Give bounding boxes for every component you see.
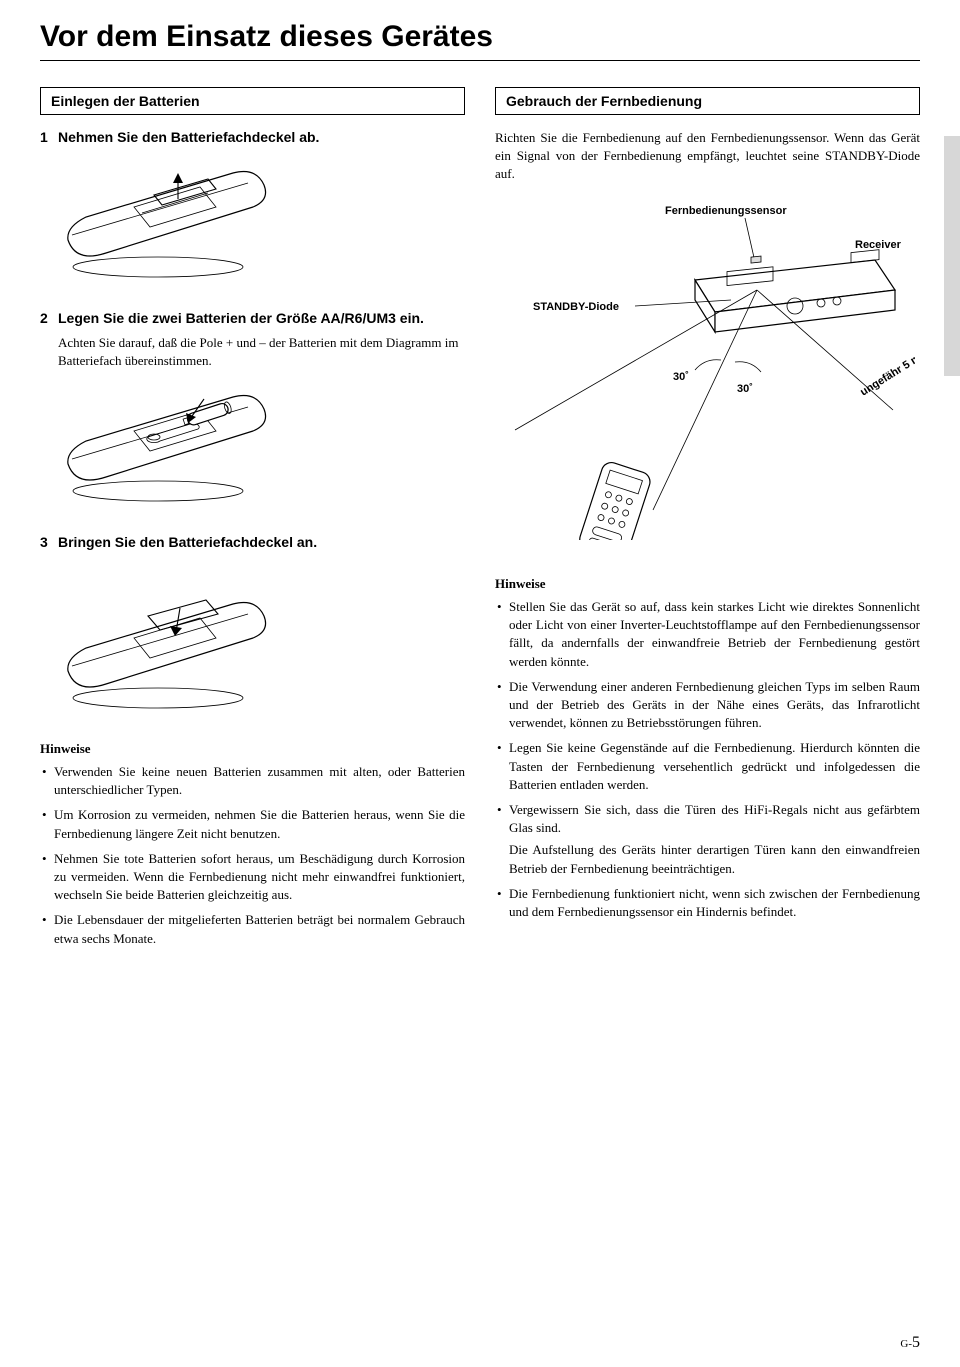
label-angle-right: 30˚ (737, 383, 753, 395)
receiver-remote-diagram: Fernbedienungssensor Receiver (495, 200, 920, 545)
list-item: Vergewissern Sie sich, dass die Türen de… (495, 801, 920, 837)
page-number-prefix: G- (900, 1338, 912, 1350)
section-side-tab (944, 136, 960, 376)
hinweise-list-right: Stellen Sie das Gerät so auf, dass kein … (495, 598, 920, 837)
label-distance: ungefähr 5 m (858, 351, 915, 398)
list-item: Um Korrosion zu vermeiden, nehmen Sie di… (40, 806, 465, 842)
step-1: 1 Nehmen Sie den Batteriefachdeckel ab. (40, 129, 465, 145)
illustration-remote-open (58, 155, 465, 290)
list-item: Legen Sie keine Gegenstände auf die Fern… (495, 739, 920, 794)
step-2-note: Achten Sie darauf, daß die Pole + und – … (58, 334, 465, 369)
label-angle-left: 30˚ (673, 371, 689, 383)
step-text: Legen Sie die zwei Batterien der Größe A… (58, 310, 424, 326)
step-text: Bringen Sie den Batteriefachdeckel an. (58, 534, 317, 550)
label-receiver: Receiver (855, 239, 902, 251)
two-column-layout: Einlegen der Batterien 1 Nehmen Sie den … (40, 87, 920, 558)
label-standby: STANDBY-Diode (533, 301, 619, 313)
step-2: 2 Legen Sie die zwei Batterien der Größe… (40, 310, 465, 326)
list-item: Die Verwendung einer anderen Fernbedienu… (495, 678, 920, 733)
list-item: Die Fernbedienung funktioniert nicht, we… (495, 885, 920, 921)
bottom-left-column: Hinweise Verwenden Sie keine neuen Batte… (40, 576, 465, 955)
hinweise-list-left: Verwenden Sie keine neuen Batterien zusa… (40, 763, 465, 948)
page-number: G-5 (900, 1334, 920, 1352)
bottom-columns: Hinweise Verwenden Sie keine neuen Batte… (40, 576, 920, 955)
list-item: Die Lebensdauer der mitgelieferten Batte… (40, 911, 465, 947)
list-item: Verwenden Sie keine neuen Batterien zusa… (40, 763, 465, 799)
step-number: 2 (40, 310, 58, 326)
label-sensor: Fernbedienungssensor (665, 205, 787, 217)
left-section-heading: Einlegen der Batterien (40, 87, 465, 115)
list-item: Nehmen Sie tote Batterien sofort heraus,… (40, 850, 465, 905)
right-column: Gebrauch der Fernbedienung Richten Sie d… (495, 87, 920, 558)
page-number-value: 5 (912, 1334, 920, 1351)
left-column: Einlegen der Batterien 1 Nehmen Sie den … (40, 87, 465, 558)
hinweise-heading-right: Hinweise (495, 576, 920, 592)
receiver-icon (695, 249, 895, 331)
hinweise-heading-left: Hinweise (40, 741, 465, 757)
bottom-right-column: Hinweise Stellen Sie das Gerät so auf, d… (495, 576, 920, 955)
remote-bottom-icon (577, 460, 652, 540)
right-section-heading: Gebrauch der Fernbedienung (495, 87, 920, 115)
hinweise-list-right-tail: Die Fernbedienung funktioniert nicht, we… (495, 885, 920, 921)
page-title: Vor dem Einsatz dieses Gerätes (40, 20, 920, 61)
list-item: Stellen Sie das Gerät so auf, dass kein … (495, 598, 920, 671)
right-intro-text: Richten Sie die Fernbedienung auf den Fe… (495, 129, 920, 184)
step-3: 3 Bringen Sie den Batteriefachdeckel an. (40, 534, 465, 550)
step-number: 1 (40, 129, 58, 145)
illustration-remote-batteries (58, 379, 465, 514)
hinweise-sub-paragraph: Die Aufstellung des Geräts hinter derart… (509, 841, 920, 877)
illustration-remote-close (58, 586, 465, 721)
step-text: Nehmen Sie den Batteriefachdeckel ab. (58, 129, 319, 145)
step-number: 3 (40, 534, 58, 550)
